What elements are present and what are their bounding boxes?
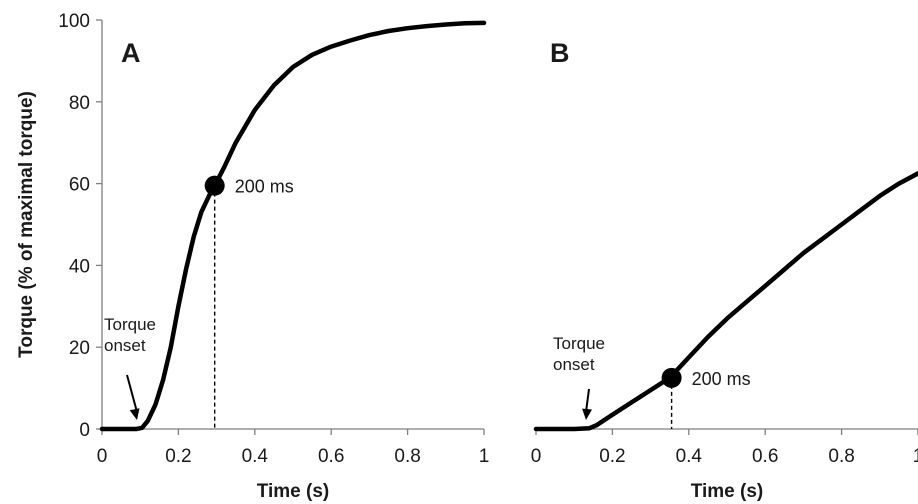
y-tick-label: 40 xyxy=(69,256,90,277)
x-tick-label: 1 xyxy=(479,446,490,467)
x-tick-label: 0 xyxy=(531,446,542,467)
x-tick-label: 0.6 xyxy=(318,446,344,467)
onset-label: onset xyxy=(104,336,146,355)
y-tick-label: 20 xyxy=(69,338,90,359)
x-tick-label: 0 xyxy=(97,446,108,467)
marker-200ms xyxy=(204,175,225,196)
y-tick-label: 80 xyxy=(69,93,90,114)
series-line xyxy=(533,171,918,432)
onset-label: Torque xyxy=(104,315,156,334)
marker-200ms xyxy=(661,367,682,388)
y-tick-label: 60 xyxy=(69,175,90,196)
onset-label: Torque xyxy=(553,334,605,353)
x-tick-label: 0.4 xyxy=(676,446,703,467)
x-tick-label: 1 xyxy=(913,446,918,467)
panel-label: A xyxy=(121,38,141,68)
marker-label: 200 ms xyxy=(235,177,294,197)
y-tick-label: 0 xyxy=(79,420,90,441)
onset-arrow-shaft xyxy=(585,388,590,413)
panel-label: B xyxy=(550,38,570,68)
x-tick-label: 0.6 xyxy=(752,446,778,467)
onset-arrow-head xyxy=(129,408,140,420)
onset-arrow-shaft xyxy=(126,374,138,413)
x-tick-label: 0.8 xyxy=(394,446,420,467)
x-axis-title: Time (s) xyxy=(257,481,330,502)
x-tick-label: 0.2 xyxy=(599,446,625,467)
x-tick-label: 0.4 xyxy=(242,446,269,467)
onset-label: onset xyxy=(553,355,595,374)
marker-label: 200 ms xyxy=(692,369,751,389)
y-tick-label: 100 xyxy=(58,11,90,32)
x-tick-label: 0.2 xyxy=(165,446,191,467)
series-line xyxy=(99,20,487,432)
onset-arrow-head xyxy=(582,408,592,420)
y-axis-title: Torque (% of maximal torque) xyxy=(16,91,37,358)
x-axis-title: Time (s) xyxy=(691,481,764,502)
x-tick-label: 0.8 xyxy=(828,446,854,467)
